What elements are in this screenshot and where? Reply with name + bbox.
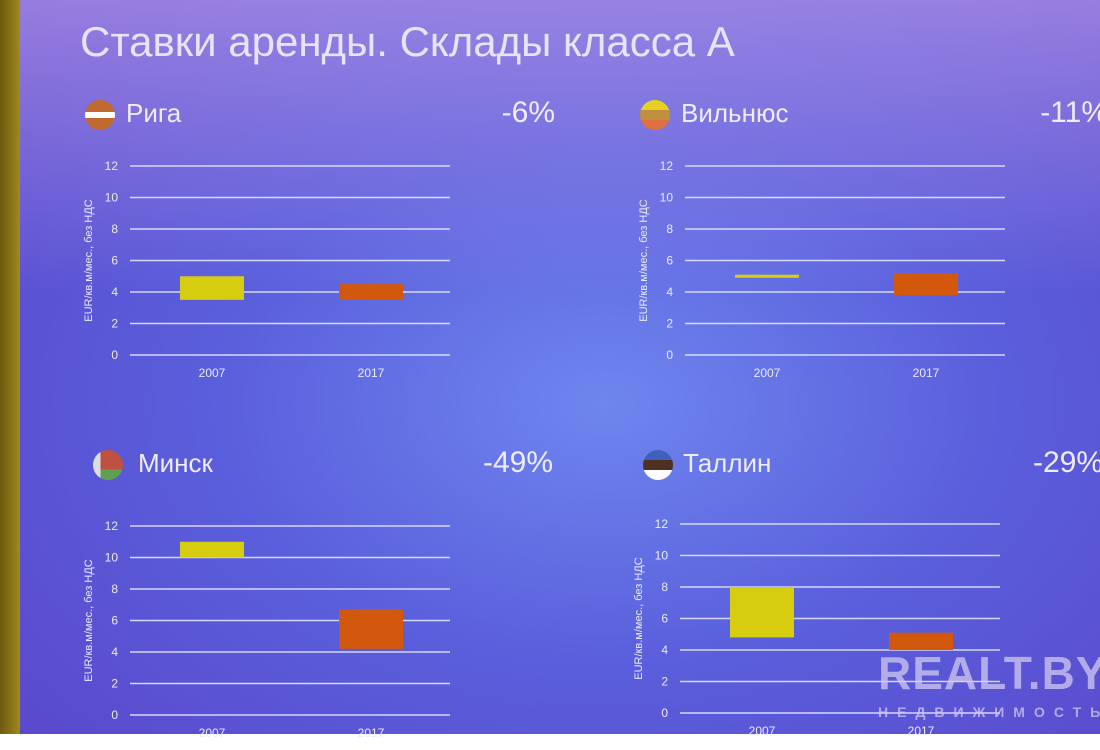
change-percent: -6% <box>501 96 555 129</box>
city-name: Таллин <box>683 448 772 478</box>
change-percent: -11% <box>1040 96 1100 129</box>
y-tick-label: 4 <box>111 285 118 299</box>
range-bar-2007 <box>735 274 799 278</box>
y-tick-label: 12 <box>655 517 669 531</box>
y-tick-label: 2 <box>666 317 673 331</box>
y-axis-label: EUR/кв.м/мес., без НДС <box>633 557 645 680</box>
range-bar-2007 <box>180 541 244 558</box>
flag-estonia-icon <box>643 450 673 480</box>
x-tick-label: 2017 <box>358 726 385 740</box>
y-tick-label: 6 <box>666 254 673 268</box>
y-tick-label: 10 <box>655 549 669 563</box>
chart-minsk: Минск -49% 0 2 4 6 8 10 12 EUR/кв.м/мес., без Н… <box>83 446 558 740</box>
y-tick-label: 10 <box>660 191 674 205</box>
y-tick-label: 10 <box>105 551 119 565</box>
y-tick-label: 8 <box>111 582 118 596</box>
range-bar-2017 <box>339 284 403 300</box>
x-tick-label: 2007 <box>754 366 781 380</box>
y-tick-label: 12 <box>105 159 119 173</box>
y-tick-label: 2 <box>111 317 118 331</box>
chart-riga: Рига -6% 0 2 4 6 8 10 12 EUR/кв.м/мес., без НДС… <box>80 96 555 390</box>
city-name: Вильнюс <box>681 98 789 128</box>
x-tick-label: 2007 <box>749 724 776 738</box>
y-axis-label: EUR/кв.м/мес., без НДС <box>638 199 650 322</box>
slide-background <box>0 0 1100 734</box>
range-bar-2007 <box>730 587 794 638</box>
watermark-brand: REALT.BY <box>878 647 1100 699</box>
x-tick-label: 2017 <box>913 366 940 380</box>
left-edge <box>0 0 20 734</box>
x-tick-label: 2017 <box>358 366 385 380</box>
y-tick-label: 0 <box>111 348 118 362</box>
chart-vilnius: Вильнюс -11% 0 2 4 6 8 10 12 EUR/кв.м/мес., без… <box>635 96 1100 390</box>
y-tick-label: 10 <box>105 191 119 205</box>
range-bar-2017 <box>339 609 403 649</box>
flag-belarus-icon <box>93 450 123 480</box>
range-bar-2017 <box>894 273 958 296</box>
y-tick-label: 6 <box>111 254 118 268</box>
range-bar-2017 <box>889 632 953 650</box>
x-tick-label: 2007 <box>199 366 226 380</box>
y-tick-label: 8 <box>666 222 673 236</box>
y-tick-label: 8 <box>111 222 118 236</box>
range-bar-2007 <box>180 276 244 300</box>
x-tick-label: 2007 <box>199 726 226 740</box>
y-tick-label: 12 <box>105 519 119 533</box>
y-tick-label: 4 <box>666 285 673 299</box>
y-tick-label: 0 <box>666 348 673 362</box>
slide-title: Ставки аренды. Склады класса А <box>80 18 735 65</box>
y-axis-label: EUR/кв.м/мес., без НДС <box>83 559 95 682</box>
y-tick-label: 6 <box>111 614 118 628</box>
y-tick-label: 0 <box>111 708 118 722</box>
city-name: Рига <box>126 98 182 128</box>
y-tick-label: 2 <box>661 675 668 689</box>
y-axis-label: EUR/кв.м/мес., без НДС <box>83 199 95 322</box>
y-tick-label: 2 <box>111 677 118 691</box>
change-percent: -29% <box>1032 446 1100 479</box>
x-tick-label: 2017 <box>908 724 935 738</box>
y-tick-label: 4 <box>111 645 118 659</box>
y-tick-label: 6 <box>661 612 668 626</box>
y-tick-label: 4 <box>661 643 668 657</box>
change-percent: -49% <box>482 446 553 479</box>
y-tick-label: 12 <box>660 159 674 173</box>
y-tick-label: 8 <box>661 580 668 594</box>
chart-tallinn: Таллин -29% 0 2 4 6 8 10 12 EUR/кв.м/мес., без … <box>633 446 1100 740</box>
flag-latvia-icon <box>85 100 115 130</box>
y-tick-label: 0 <box>661 706 668 720</box>
flag-lithuania-icon <box>640 100 670 130</box>
watermark-subtitle: НЕДВИЖИМОСТЬ <box>878 704 1100 720</box>
watermark: REALT.BY НЕДВИЖИМОСТЬ <box>878 646 1100 720</box>
city-name: Минск <box>138 448 213 478</box>
